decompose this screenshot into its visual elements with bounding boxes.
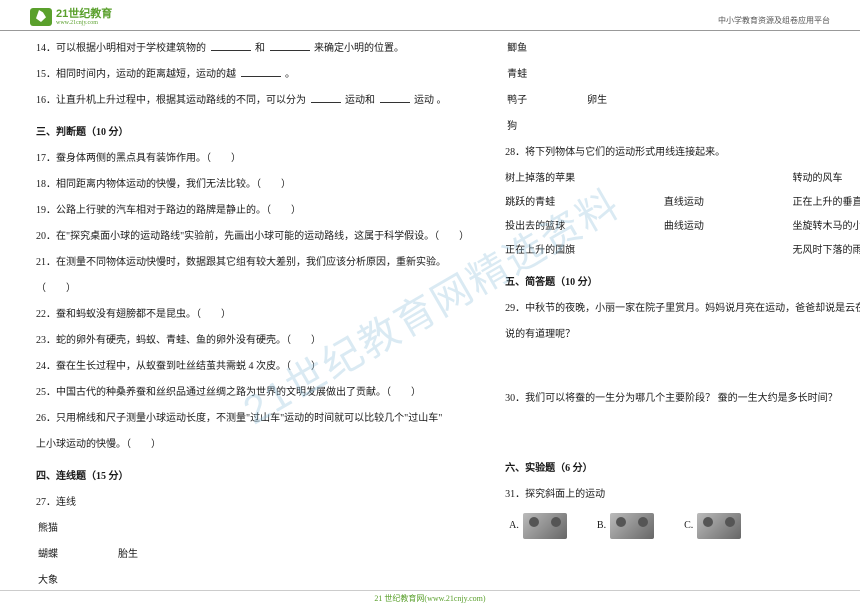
q15-a: 15．相同时间内，运动的距离越短，运动的越: [36, 69, 236, 80]
pic-item-c: C.: [684, 513, 741, 539]
q14-mid: 和: [255, 43, 268, 54]
r4: 狗: [505, 119, 860, 135]
m-d2: [664, 243, 747, 259]
blank: [211, 42, 251, 51]
blank: [380, 94, 410, 103]
r1: 鲫鱼: [505, 41, 860, 57]
experiment-images: A. B. C.: [505, 513, 860, 539]
leaf-runner-icon: [30, 8, 52, 26]
section-3-head: 三、判断题（10 分）: [36, 125, 469, 141]
section-6-head: 六、实验题（6 分）: [505, 461, 860, 477]
m-a3: 转动的风车: [793, 171, 860, 187]
page-footer: 21 世纪教育网(www.21cnjy.com): [0, 590, 860, 604]
q29a: 29．中秋节的夜晚，小丽一家在院子里赏月。妈妈说月亮在运动，爸爸却说是云在运动。…: [505, 301, 860, 317]
section-5-head: 五、简答题（10 分）: [505, 275, 860, 291]
q16-a: 16．让直升机上升过程中，根据其运动路线的不同，可以分为: [36, 95, 309, 106]
match-grid: 树上掉落的苹果 转动的风车 跳跃的青蛙 直线运动 正在上升的垂直电梯 投出去的篮…: [505, 171, 860, 259]
q25: 25．中国古代的种桑养蚕和丝织品通过丝绸之路为世界的文明发展做出了贡献。（ ）: [36, 385, 469, 401]
left-column: 14．可以根据小明相对于学校建筑物的 和 来确定小明的位置。 15．相同时间内，…: [36, 41, 469, 589]
pic-item-b: B.: [597, 513, 654, 539]
q15: 15．相同时间内，运动的距离越短，运动的越 。: [36, 67, 469, 83]
q14-a: 14．可以根据小明相对于学校建筑物的: [36, 43, 206, 54]
experiment-photo-icon: [697, 513, 741, 539]
q15-end: 。: [285, 69, 295, 80]
q24: 24．蚕在生长过程中，从蚁蚕到吐丝结茧共需蜕 4 次皮。（ ）: [36, 359, 469, 375]
q16: 16．让直升机上升过程中，根据其运动路线的不同，可以分为 运动和 运动 。: [36, 93, 469, 109]
r2: 青蛙: [505, 67, 860, 83]
pic-item-a: A.: [509, 513, 567, 539]
m-d3: 无风时下落的雨滴: [793, 243, 860, 259]
r3a: 鸭子: [507, 93, 527, 109]
l2a: 蝴蝶: [38, 547, 58, 563]
label-a: A.: [509, 518, 519, 534]
q18: 18．相同距离内物体运动的快慢，我们无法比较。（ ）: [36, 177, 469, 193]
m-b1: 跳跃的青蛙: [505, 195, 618, 211]
m-d1: 正在上升的国旗: [505, 243, 618, 259]
q20: 20．在"探究桌面小球的运动路线"实验前，先画出小球可能的运动路线，这属于科学假…: [36, 229, 469, 245]
m-b3: 正在上升的垂直电梯: [793, 195, 860, 211]
header-right-text: 中小学教育资源及组卷应用平台: [718, 15, 830, 26]
l1: 熊猫: [36, 521, 469, 537]
logo-sub-text: www.21cnjy.com: [56, 20, 112, 26]
l2b: 胎生: [118, 547, 138, 563]
label-b: B.: [597, 518, 606, 534]
blank: [270, 42, 310, 51]
q14-end: 来确定小明的位置。: [314, 43, 404, 54]
section-4-head: 四、连线题（15 分）: [36, 469, 469, 485]
q16-mid: 运动和: [345, 95, 378, 106]
l3: 大象: [36, 573, 469, 589]
blank: [241, 68, 281, 77]
q26b: 上小球运动的快慢。（ ）: [36, 437, 469, 453]
r3b: 卵生: [587, 93, 607, 109]
q19: 19．公路上行驶的汽车相对于路边的路牌是静止的。（ ）: [36, 203, 469, 219]
r3: 鸭子 卵生: [505, 93, 860, 109]
q22: 22．蚕和蚂蚁没有翅膀都不是昆虫。（ ）: [36, 307, 469, 323]
q27: 27．连线: [36, 495, 469, 511]
m-c3: 坐旋转木马的小孩: [793, 219, 860, 235]
q28: 28．将下列物体与它们的运动形式用线连接起来。: [505, 145, 860, 161]
right-column: 鲫鱼 青蛙 鸭子 卵生 狗 28．将下列物体与它们的运动形式用线连接起来。 树上…: [505, 41, 860, 589]
label-c: C.: [684, 518, 693, 534]
q16-end: 运动 。: [414, 95, 447, 106]
q31: 31．探究斜面上的运动: [505, 487, 860, 503]
m-c1: 投出去的篮球: [505, 219, 618, 235]
page-body: 14．可以根据小明相对于学校建筑物的 和 来确定小明的位置。 15．相同时间内，…: [0, 31, 860, 589]
q14: 14．可以根据小明相对于学校建筑物的 和 来确定小明的位置。: [36, 41, 469, 57]
m-a2: [664, 171, 747, 187]
q17: 17．蚕身体两侧的黑点具有装饰作用。（ ）: [36, 151, 469, 167]
logo-main-text: 21世纪教育: [56, 9, 112, 20]
q21b: （ ）: [36, 281, 469, 297]
m-c2: 曲线运动: [664, 219, 747, 235]
q23: 23．蛇的卵外有硬壳，蚂蚁、青蛙、鱼的卵外没有硬壳。（ ）: [36, 333, 469, 349]
experiment-photo-icon: [523, 513, 567, 539]
q21a: 21．在测量不同物体运动快慢时，数据跟其它组有较大差别，我们应该分析原因，重新实…: [36, 255, 469, 271]
l2: 蝴蝶 胎生: [36, 547, 469, 563]
m-a1: 树上掉落的苹果: [505, 171, 618, 187]
blank: [311, 94, 341, 103]
experiment-photo-icon: [610, 513, 654, 539]
page-header: 21世纪教育 www.21cnjy.com 中小学教育资源及组卷应用平台: [0, 0, 860, 31]
q30: 30．我们可以将蚕的一生分为哪几个主要阶段？ 蚕的一生大约是多长时间？: [505, 391, 860, 407]
q29b: 说的有道理呢？: [505, 327, 860, 343]
m-b2: 直线运动: [664, 195, 747, 211]
q26a: 26．只用棉线和尺子测量小球运动长度，不测量"过山车"运动的时间就可以比较几个"…: [36, 411, 469, 427]
logo: 21世纪教育 www.21cnjy.com: [30, 8, 112, 26]
